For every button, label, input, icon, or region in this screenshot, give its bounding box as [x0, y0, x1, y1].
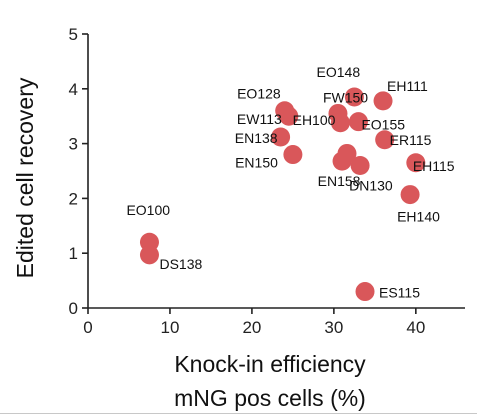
y-tick-label: 2: [69, 189, 78, 208]
point-label: DN130: [349, 178, 393, 194]
point-label: EH115: [413, 158, 455, 174]
point-label: EH100: [293, 112, 336, 128]
y-tick-label: 1: [69, 244, 78, 263]
data-point: [271, 127, 291, 147]
x-axis-label-line-1: Knock-in efficiency: [174, 351, 366, 377]
data-point: [406, 153, 426, 173]
data-point: [350, 156, 370, 176]
data-point: [400, 185, 420, 205]
point-label: ES115: [379, 285, 420, 301]
point-label: EN150: [235, 155, 278, 171]
data-point: [337, 143, 357, 163]
data-point: [283, 145, 303, 165]
y-axis-label: Edited cell recovery: [12, 77, 38, 278]
data-point: [344, 87, 364, 107]
data-points: [139, 87, 426, 302]
point-label: EH111: [387, 78, 428, 94]
point-label: EO128: [237, 86, 281, 102]
point-label: EO155: [361, 117, 405, 133]
x-axis-label-line-2: mNG pos cells (%): [174, 385, 366, 411]
point-label: ER115: [390, 132, 432, 148]
y-tick-label: 3: [69, 135, 78, 154]
axes: [87, 34, 465, 309]
x-tick-label: 30: [324, 318, 343, 337]
point-label: EO148: [317, 64, 361, 80]
y-tick-label: 0: [69, 299, 78, 318]
point-label: EN138: [235, 130, 278, 146]
ticks: 0 1 2 3 4 5 0 10 20 30 40: [69, 25, 426, 337]
x-tick-label: 40: [406, 318, 425, 337]
x-tick-label: 20: [242, 318, 261, 337]
bottom-divider: [0, 413, 477, 414]
point-label: EW113: [237, 111, 282, 127]
x-tick-label: 10: [160, 318, 179, 337]
data-point: [373, 91, 393, 111]
y-tick-label: 4: [69, 80, 78, 99]
data-point: [139, 245, 159, 265]
x-tick-label: 0: [83, 318, 92, 337]
point-label: FW150: [323, 89, 368, 105]
point-label: EN158: [318, 173, 361, 189]
point-label: DS138: [159, 256, 202, 272]
data-point: [279, 106, 299, 126]
data-point: [330, 113, 350, 133]
data-point: [348, 112, 368, 132]
point-label: EH140: [397, 209, 440, 225]
point-label: EO100: [126, 202, 170, 218]
y-tick-label: 5: [69, 25, 78, 44]
data-point: [355, 282, 375, 302]
data-point: [375, 130, 395, 150]
point-labels: EO100 DS138 EO128 EW113 EN138 EN150 FW150 EH100…: [126, 64, 454, 301]
